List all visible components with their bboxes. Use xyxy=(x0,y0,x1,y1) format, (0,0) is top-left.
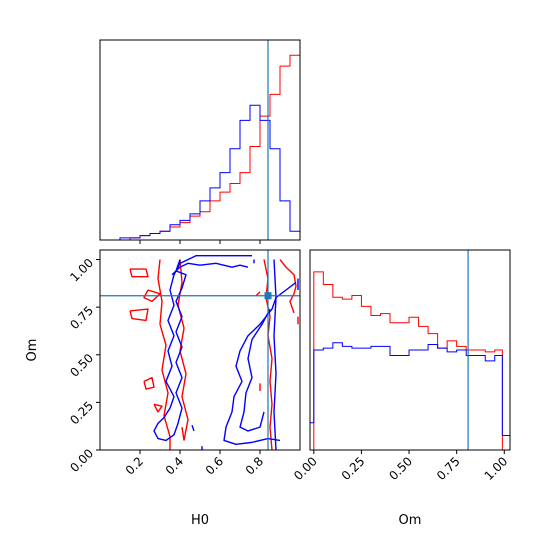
om-hist-x-tick-label: 0.50 xyxy=(386,454,415,483)
x-axis-label-h0: H0 xyxy=(191,513,209,528)
contour-lines xyxy=(129,255,299,450)
contour-y-tick-label: 0.50 xyxy=(67,351,96,380)
contour-frame xyxy=(99,249,301,451)
contour-red-line-11 xyxy=(255,291,261,297)
contour-truth-marker xyxy=(264,292,272,300)
contour-red-line-9 xyxy=(279,259,297,314)
contour-red-line-2 xyxy=(129,268,149,278)
h0-histogram-panel xyxy=(99,39,301,244)
contour-red-line-3 xyxy=(143,289,161,303)
om-hist-x-tick-label: 0.25 xyxy=(339,454,368,483)
contour-x-tick-label: 0.6 xyxy=(203,454,226,477)
x-axis-label-om: Om xyxy=(399,513,422,528)
contour-x-tick-label: 0.2 xyxy=(123,454,146,477)
om-hist-blue-series xyxy=(309,342,511,450)
om-hist-x-tick-label: 0.75 xyxy=(434,454,463,483)
om-hist-red-series xyxy=(310,271,510,451)
om-hist-frame xyxy=(309,249,511,451)
y-axis-label-om: Om xyxy=(25,339,40,362)
contour-blue-line-4 xyxy=(273,259,277,450)
contour-blue-line-2 xyxy=(223,281,297,445)
contour-y-tick-label: 0.00 xyxy=(67,446,96,475)
contour-y-tick-label: 0.75 xyxy=(67,303,96,332)
contour-y-tick-label: 0.25 xyxy=(67,399,96,428)
om-histogram-panel: 0.00 0.25 0.50 0.75 1.00 xyxy=(291,249,511,483)
h0-hist-blue-series xyxy=(100,104,301,241)
contour-x-tick-label: 0.4 xyxy=(163,454,186,477)
om-hist-x-tick-label: 0.00 xyxy=(291,454,320,483)
contour-y-tick-label: 1.00 xyxy=(67,256,96,285)
contour-blue-line-0 xyxy=(153,255,252,442)
contour-red-line-6 xyxy=(153,403,163,413)
contour-blue-line-1 xyxy=(171,262,249,276)
h0-om-contour-panel: 0.2 0.4 0.6 0.8 0.00 0.25 0.50 0.75 1.00 xyxy=(67,249,301,478)
contour-red-line-4 xyxy=(129,308,149,322)
h0-hist-frame xyxy=(99,39,301,241)
contour-blue-line-3 xyxy=(239,308,271,432)
contour-blue-line-6 xyxy=(191,425,195,432)
contour-x-tick-label: 0.8 xyxy=(243,454,266,477)
contour-red-line-0 xyxy=(157,259,171,450)
om-hist-x-tick-label: 1.00 xyxy=(482,454,511,483)
contour-red-line-5 xyxy=(143,376,155,390)
contour-red-line-7 xyxy=(181,427,185,441)
contour-red-line-8 xyxy=(263,259,273,450)
